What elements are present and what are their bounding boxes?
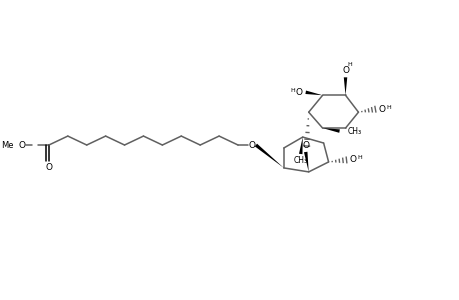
Text: O: O	[349, 155, 356, 164]
Polygon shape	[322, 128, 339, 133]
Text: O: O	[248, 140, 255, 149]
Polygon shape	[298, 137, 302, 154]
Text: O: O	[18, 140, 25, 149]
Text: H: H	[356, 155, 361, 160]
Text: CH₃: CH₃	[293, 156, 307, 165]
Text: O: O	[45, 164, 52, 172]
Text: O: O	[295, 88, 302, 97]
Polygon shape	[303, 152, 308, 172]
Text: O: O	[378, 105, 385, 114]
Polygon shape	[343, 77, 347, 95]
Text: H: H	[347, 62, 351, 67]
Text: Me: Me	[1, 140, 14, 149]
Polygon shape	[254, 144, 283, 168]
Text: H: H	[290, 88, 295, 93]
Text: CH₃: CH₃	[347, 127, 361, 136]
Text: O: O	[341, 66, 348, 75]
Text: H: H	[385, 105, 390, 110]
Text: O: O	[302, 140, 308, 149]
Polygon shape	[305, 91, 322, 95]
